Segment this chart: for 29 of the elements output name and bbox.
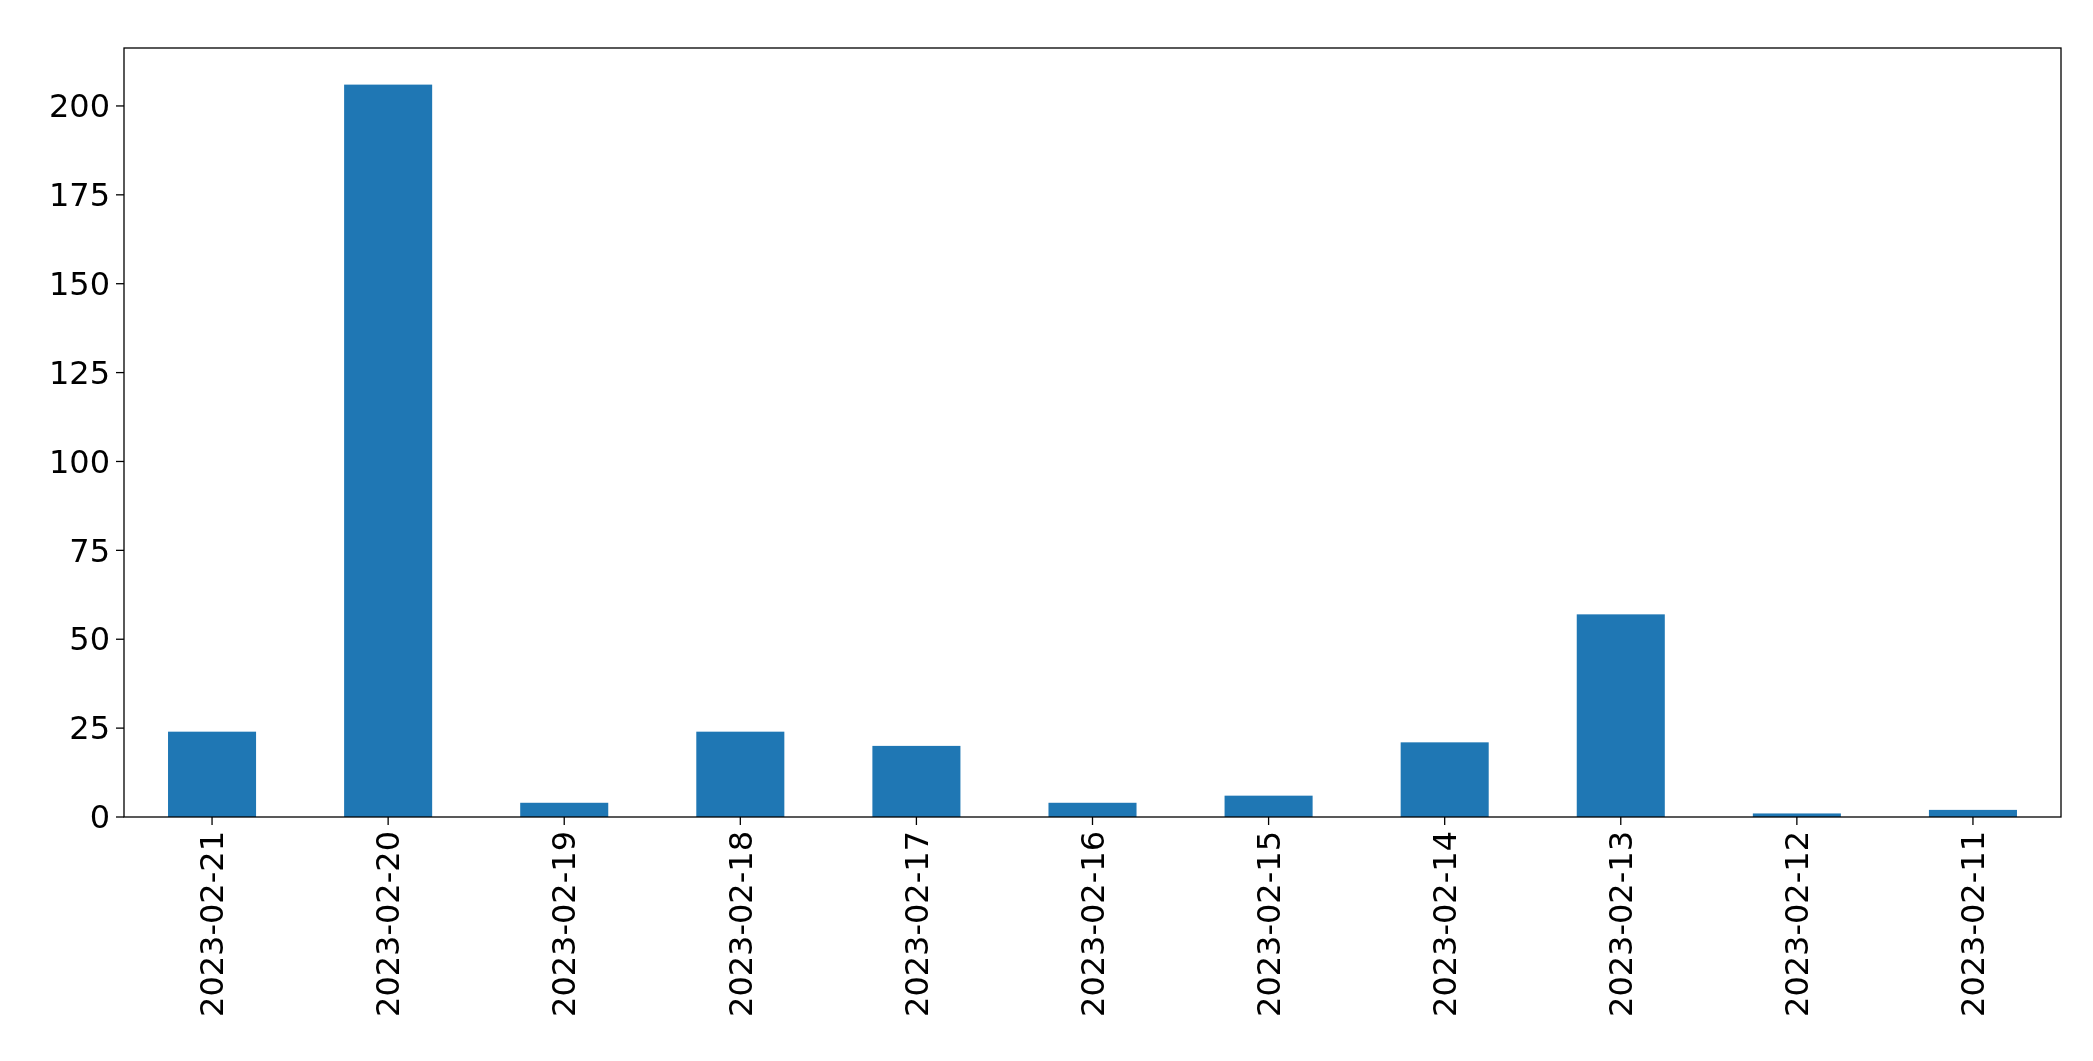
x-tick-label: 2023-02-12 — [1778, 831, 1817, 1017]
x-tick-label: 2023-02-20 — [369, 831, 408, 1017]
y-tick-label: 0 — [89, 798, 110, 837]
x-tick-label: 2023-02-17 — [897, 831, 936, 1017]
x-tick-label: 2023-02-15 — [1249, 831, 1288, 1017]
y-tick-label: 150 — [48, 264, 110, 303]
y-tick-label: 50 — [69, 620, 110, 659]
y-tick-label: 75 — [69, 531, 110, 570]
bar — [1048, 802, 1137, 817]
bar — [872, 745, 961, 817]
y-tick-label: 125 — [48, 353, 110, 392]
x-tick-label: 2023-02-13 — [1601, 831, 1640, 1017]
y-tick-label: 25 — [69, 709, 110, 748]
bar — [520, 802, 609, 817]
bar — [1224, 795, 1313, 817]
x-tick-label: 2023-02-19 — [545, 831, 584, 1017]
x-tick-label: 2023-02-14 — [1425, 831, 1464, 1017]
x-tick-label: 2023-02-18 — [721, 831, 760, 1017]
x-tick-label: 2023-02-16 — [1073, 831, 1112, 1017]
bar — [168, 731, 257, 817]
y-tick-label: 200 — [48, 87, 110, 126]
bar — [344, 84, 433, 817]
y-tick-label: 175 — [48, 176, 110, 215]
y-tick-label: 100 — [48, 442, 110, 481]
bar — [1400, 742, 1489, 817]
x-tick-label: 2023-02-21 — [193, 831, 232, 1017]
bar — [696, 731, 785, 817]
x-tick-label: 2023-02-11 — [1954, 831, 1993, 1017]
bar — [1576, 614, 1665, 817]
